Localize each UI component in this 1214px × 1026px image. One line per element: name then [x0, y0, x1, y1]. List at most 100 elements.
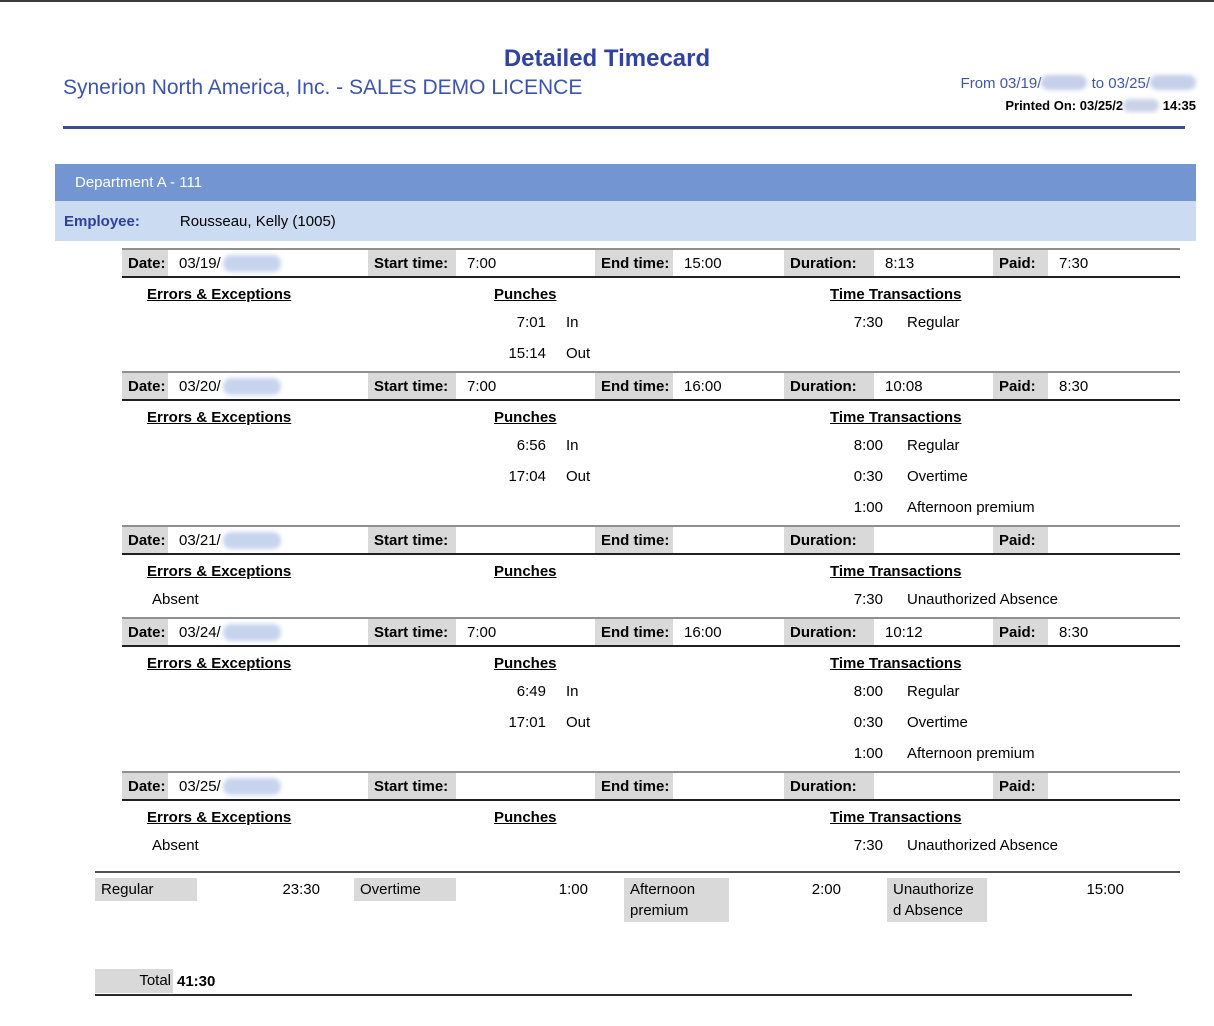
- start-label: Start time:: [368, 773, 456, 799]
- punch-row: 17:04 Out: [508, 468, 591, 485]
- redacted-year: [222, 254, 281, 272]
- paid-label: Paid:: [993, 250, 1048, 276]
- duration-label: Duration:: [784, 527, 874, 553]
- end-label: End time:: [595, 773, 673, 799]
- total-row: Total 41:30: [95, 969, 1132, 996]
- header-rule: [63, 126, 1185, 129]
- duration-value: 10:08: [885, 377, 923, 395]
- errors-header: Errors & Exceptions: [147, 809, 292, 826]
- day-block: Date: 03/24/ Start time: 7:00 End time: …: [122, 617, 1180, 771]
- day-block: Date: 03/25/ Start time: End time: Durat…: [122, 771, 1180, 863]
- start-label: Start time:: [368, 527, 456, 553]
- transactions-header: Time Transactions: [830, 563, 962, 580]
- date-range-from-label: From: [960, 75, 996, 92]
- day-header-row: Date: 03/20/ Start time: 7:00 End time: …: [122, 371, 1180, 401]
- printed-on-date: 03/25/2: [1079, 98, 1124, 113]
- transaction-row: 7:30 Unauthorized Absence: [853, 591, 1058, 608]
- end-value: 15:00: [684, 254, 722, 272]
- start-value: [456, 773, 595, 799]
- day-header-row: Date: 03/24/ Start time: 7:00 End time: …: [122, 617, 1180, 647]
- day-block: Date: 03/21/ Start time: End time: Durat…: [122, 525, 1180, 617]
- paid-value: 7:30: [1059, 254, 1089, 272]
- summary-row: Regular 23:30 Overtime 1:00 Afternoon pr…: [95, 871, 1180, 957]
- punch-row: 15:14 Out: [508, 345, 591, 362]
- transactions-header: Time Transactions: [830, 655, 962, 672]
- summary-item-value: 1:00: [558, 881, 588, 898]
- end-value: 16:00: [684, 377, 722, 395]
- start-value: 7:00: [467, 254, 497, 272]
- summary-item-name: Afternoon premium: [624, 878, 729, 922]
- errors-header: Errors & Exceptions: [147, 286, 292, 303]
- date-value: 03/19/: [168, 250, 368, 276]
- page-title: Detailed Timecard: [503, 45, 711, 72]
- date-range-from-date: 03/19/: [999, 75, 1042, 92]
- end-label: End time:: [595, 250, 673, 276]
- duration-value: 10:12: [885, 623, 923, 641]
- paid-label: Paid:: [993, 527, 1048, 553]
- paid-value: [1048, 527, 1180, 553]
- transaction-row: 1:00 Afternoon premium: [853, 499, 1035, 516]
- date-label: Date:: [122, 373, 168, 399]
- day-header-row: Date: 03/19/ Start time: 7:00 End time: …: [122, 248, 1180, 278]
- redacted-year: [1150, 75, 1196, 90]
- date-range-to-date: 03/25/: [1108, 75, 1150, 92]
- employee-name: Rousseau, Kelly (1005): [179, 212, 336, 230]
- date-range-to-label: to: [1091, 75, 1105, 92]
- redacted-year: [222, 623, 281, 641]
- summary-item: Afternoon premium 2:00: [624, 878, 887, 957]
- duration-label: Duration:: [784, 373, 874, 399]
- date-label: Date:: [122, 773, 168, 799]
- start-label: Start time:: [368, 619, 456, 645]
- end-label: End time:: [595, 373, 673, 399]
- day-detail: Errors & Exceptions Absent Punches Time …: [122, 801, 1180, 863]
- date-value: 03/25/: [168, 773, 368, 799]
- duration-value: 8:13: [885, 254, 915, 272]
- transactions-header: Time Transactions: [830, 409, 962, 426]
- date-value: 03/21/: [168, 527, 368, 553]
- redacted-year: [1123, 99, 1160, 112]
- day-detail: Errors & Exceptions Punches 6:49 In 17:01…: [122, 647, 1180, 771]
- start-value: [456, 527, 595, 553]
- printed-on: Printed On: 03/25/2 14:35: [961, 94, 1196, 118]
- summary-item: Regular 23:30: [95, 878, 354, 957]
- duration-value: [874, 773, 993, 799]
- day-detail: Errors & Exceptions Punches 7:01 In 15:14…: [122, 278, 1180, 371]
- start-label: Start time:: [368, 373, 456, 399]
- department-bar: Department A - 111: [55, 164, 1196, 201]
- redacted-year: [222, 377, 281, 395]
- transaction-row: 8:00 Regular: [853, 683, 960, 700]
- summary-item: Overtime 1:00: [354, 878, 624, 957]
- transaction-row: 7:30 Regular: [853, 314, 960, 331]
- redacted-year: [222, 531, 281, 549]
- punches-header: Punches: [494, 286, 557, 303]
- summary-item-value: 23:30: [282, 881, 320, 898]
- printed-on-label: Printed On:: [1005, 98, 1077, 113]
- end-label: End time:: [595, 527, 673, 553]
- paid-label: Paid:: [993, 773, 1048, 799]
- punch-row: 7:01 In: [516, 314, 579, 331]
- end-value: [673, 527, 784, 553]
- redacted-year: [222, 777, 281, 795]
- duration-label: Duration:: [784, 619, 874, 645]
- punch-row: 6:56 In: [516, 437, 579, 454]
- day-block: Date: 03/19/ Start time: 7:00 End time: …: [122, 248, 1180, 371]
- summary-item-value: 2:00: [811, 881, 841, 898]
- errors-header: Errors & Exceptions: [147, 655, 292, 672]
- start-value: 7:00: [467, 377, 497, 395]
- day-detail: Errors & Exceptions Absent Punches Time …: [122, 555, 1180, 617]
- paid-value: [1048, 773, 1180, 799]
- transactions-header: Time Transactions: [830, 286, 962, 303]
- report-header: Detailed Timecard Synerion North America…: [0, 2, 1214, 129]
- date-label: Date:: [122, 527, 168, 553]
- transaction-row: 8:00 Regular: [853, 437, 960, 454]
- employee-bar: Employee: Rousseau, Kelly (1005): [55, 201, 1196, 241]
- summary-item-name: Unauthorized Absence: [887, 878, 987, 922]
- end-value: 16:00: [684, 623, 722, 641]
- day-blocks: Date: 03/19/ Start time: 7:00 End time: …: [122, 248, 1180, 863]
- paid-label: Paid:: [993, 373, 1048, 399]
- errors-header: Errors & Exceptions: [147, 409, 292, 426]
- department-name: Department A - 111: [75, 174, 203, 191]
- date-label: Date:: [122, 619, 168, 645]
- punches-header: Punches: [494, 563, 557, 580]
